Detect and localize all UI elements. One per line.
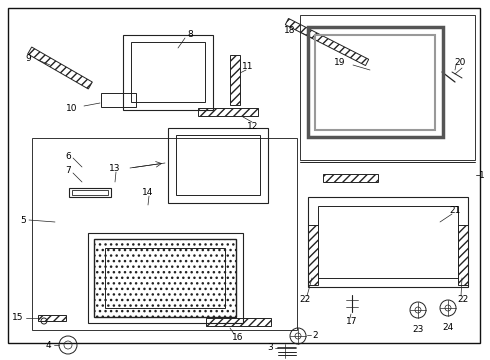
Text: 20: 20: [454, 58, 466, 67]
Text: 19: 19: [334, 58, 346, 67]
Text: 10: 10: [66, 104, 78, 113]
Text: 14: 14: [142, 188, 154, 197]
Text: 12: 12: [247, 122, 259, 131]
Text: 24: 24: [442, 323, 454, 332]
Text: 22: 22: [457, 296, 468, 305]
Text: 8: 8: [187, 30, 193, 39]
Text: 22: 22: [299, 296, 311, 305]
Bar: [32, 138, 297, 330]
Text: 2: 2: [312, 330, 318, 339]
Text: 1: 1: [479, 171, 485, 180]
Text: 16: 16: [232, 333, 244, 342]
Text: 6: 6: [65, 152, 71, 161]
Text: 5: 5: [20, 216, 26, 225]
Text: 15: 15: [12, 314, 24, 323]
Text: 9: 9: [25, 54, 31, 63]
Bar: [300, 15, 475, 160]
Text: 7: 7: [65, 166, 71, 175]
Text: 13: 13: [109, 163, 121, 172]
Text: 21: 21: [449, 206, 461, 215]
Text: 23: 23: [412, 325, 424, 334]
Text: 4: 4: [45, 341, 51, 350]
Text: 3: 3: [267, 343, 273, 352]
Text: 17: 17: [346, 318, 358, 327]
Text: 11: 11: [242, 62, 254, 71]
Text: 18: 18: [284, 26, 296, 35]
